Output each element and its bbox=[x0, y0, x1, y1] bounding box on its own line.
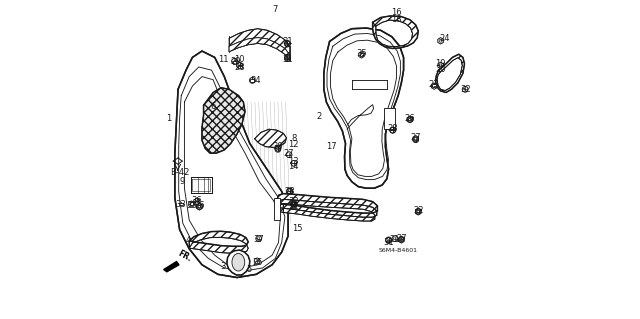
Polygon shape bbox=[324, 28, 404, 188]
Bar bbox=[237, 66, 241, 68]
Text: 22: 22 bbox=[413, 206, 424, 215]
Text: 4: 4 bbox=[186, 236, 191, 245]
Text: 31: 31 bbox=[282, 56, 292, 64]
Polygon shape bbox=[274, 198, 280, 220]
Text: 24: 24 bbox=[439, 34, 450, 43]
Text: 27: 27 bbox=[396, 234, 406, 243]
Text: 30: 30 bbox=[273, 142, 284, 151]
Text: 5: 5 bbox=[246, 265, 252, 274]
Text: 27: 27 bbox=[410, 133, 421, 142]
Text: 1: 1 bbox=[166, 114, 172, 122]
Polygon shape bbox=[227, 250, 250, 275]
Text: 9: 9 bbox=[180, 177, 185, 186]
Text: 13: 13 bbox=[289, 157, 299, 166]
Text: 14: 14 bbox=[289, 162, 299, 171]
Polygon shape bbox=[277, 194, 378, 217]
Text: 28: 28 bbox=[234, 63, 245, 72]
Text: 28: 28 bbox=[284, 187, 295, 196]
Polygon shape bbox=[435, 54, 465, 93]
Bar bbox=[232, 61, 236, 64]
Text: 6: 6 bbox=[211, 102, 216, 111]
Text: 23: 23 bbox=[429, 80, 440, 89]
Polygon shape bbox=[229, 29, 290, 60]
Text: 36: 36 bbox=[191, 196, 202, 205]
Text: 37: 37 bbox=[253, 235, 264, 244]
Text: 32: 32 bbox=[289, 197, 299, 206]
Polygon shape bbox=[191, 177, 212, 193]
Text: 25: 25 bbox=[252, 258, 262, 267]
Text: 29: 29 bbox=[230, 57, 241, 66]
Text: 26: 26 bbox=[404, 114, 415, 122]
Text: 33: 33 bbox=[186, 201, 197, 210]
Text: B-42: B-42 bbox=[170, 168, 189, 177]
Text: S6M4-B4601: S6M4-B4601 bbox=[379, 248, 418, 253]
Ellipse shape bbox=[232, 253, 244, 271]
Text: 20: 20 bbox=[435, 65, 446, 74]
Text: 8: 8 bbox=[291, 134, 296, 143]
Bar bbox=[432, 84, 436, 87]
Text: 27: 27 bbox=[284, 149, 294, 158]
Text: 21: 21 bbox=[289, 202, 299, 211]
Text: 21: 21 bbox=[390, 235, 400, 244]
Text: 28: 28 bbox=[387, 124, 398, 133]
Polygon shape bbox=[175, 51, 288, 278]
Text: 31: 31 bbox=[383, 238, 394, 247]
Text: 26: 26 bbox=[194, 201, 205, 210]
Text: 32: 32 bbox=[460, 85, 470, 94]
Text: 7: 7 bbox=[273, 5, 278, 14]
Text: 2: 2 bbox=[317, 112, 322, 121]
Polygon shape bbox=[384, 108, 395, 129]
Polygon shape bbox=[202, 88, 245, 153]
Text: 31: 31 bbox=[282, 37, 292, 46]
Text: 12: 12 bbox=[289, 140, 299, 149]
Bar bbox=[195, 198, 198, 201]
Text: 10: 10 bbox=[234, 55, 245, 63]
Text: 15: 15 bbox=[292, 224, 303, 233]
Polygon shape bbox=[278, 199, 377, 221]
Polygon shape bbox=[372, 16, 419, 48]
Text: 18: 18 bbox=[390, 15, 401, 24]
Polygon shape bbox=[255, 129, 287, 147]
Polygon shape bbox=[189, 231, 248, 253]
Bar bbox=[360, 53, 364, 56]
Text: 35: 35 bbox=[356, 49, 367, 58]
Bar bbox=[179, 203, 182, 205]
Text: 11: 11 bbox=[218, 56, 229, 64]
Text: 17: 17 bbox=[326, 142, 337, 151]
Text: 3: 3 bbox=[220, 262, 225, 271]
Bar bbox=[250, 79, 254, 82]
Text: 33: 33 bbox=[175, 200, 186, 209]
Text: FR.: FR. bbox=[176, 249, 193, 263]
Text: 19: 19 bbox=[435, 59, 446, 68]
Polygon shape bbox=[164, 262, 179, 272]
Bar bbox=[189, 202, 193, 205]
Polygon shape bbox=[229, 38, 290, 60]
Text: 34: 34 bbox=[250, 76, 261, 85]
Text: 16: 16 bbox=[390, 8, 401, 17]
